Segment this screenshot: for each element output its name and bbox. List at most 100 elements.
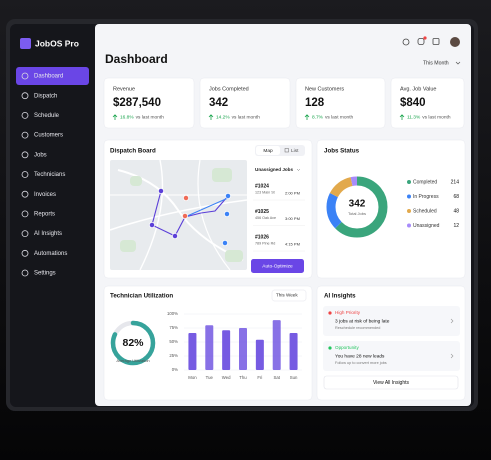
gauge-value: 82%	[122, 337, 144, 349]
legend-dot	[407, 209, 411, 213]
tab-active	[256, 146, 280, 155]
nav-icon	[21, 112, 29, 119]
kpi-label: Revenue	[113, 86, 135, 92]
brand: JobOS Pro	[35, 38, 79, 48]
map-road	[139, 159, 164, 271]
period-pill[interactable]	[271, 289, 307, 302]
period-select[interactable]: This Week	[276, 293, 298, 298]
insight-tag: Opportunity	[335, 345, 359, 350]
change-value: 11.3%	[407, 115, 421, 121]
nav-item[interactable]: Technicians	[34, 172, 65, 178]
page-title: Dashboard	[105, 52, 168, 66]
tab[interactable]: List	[291, 148, 299, 154]
kpi-card	[390, 77, 465, 129]
map-pin[interactable]	[183, 195, 189, 201]
gauge-label: Average Utilization	[116, 358, 149, 363]
legend-value: 68	[453, 194, 459, 200]
gauge-arc	[110, 320, 156, 366]
nav-item[interactable]: Reports	[34, 211, 55, 217]
nav-icon	[21, 92, 29, 100]
nav-item[interactable]: AI Insights	[34, 231, 62, 237]
change-value: 8.7%	[312, 115, 324, 121]
y-tick-label: 100%	[167, 311, 178, 316]
kpi-card	[295, 77, 386, 129]
x-tick-label: Thu	[239, 375, 247, 380]
tab[interactable]: Map	[263, 148, 273, 154]
kpi-value: 342	[209, 97, 228, 109]
button[interactable]	[251, 259, 304, 273]
map-pin[interactable]	[182, 213, 188, 219]
insight-item[interactable]	[323, 306, 460, 336]
nav-icon	[21, 72, 29, 80]
change-note: vs last month	[325, 115, 354, 121]
kpi-label: Jobs Completed	[209, 86, 249, 92]
nav-item[interactable]: Dispatch	[34, 93, 57, 99]
map-pin[interactable]	[225, 193, 231, 199]
insight-dot	[328, 346, 332, 350]
period-select[interactable]: This Month	[423, 60, 449, 66]
nav-item[interactable]: Invoices	[34, 192, 56, 198]
legend-dot	[407, 223, 411, 228]
kpi-label: Avg. Job Value	[400, 86, 437, 92]
y-tick-label: 0%	[172, 367, 178, 372]
change-value: 14.2%	[216, 115, 230, 121]
list-icon	[284, 148, 289, 153]
job-id[interactable]: #1025	[255, 209, 269, 215]
map-pin[interactable]	[172, 233, 178, 239]
x-tick-label: Sat	[273, 375, 280, 380]
map-pin[interactable]	[158, 188, 164, 194]
job-id[interactable]: #1024	[255, 183, 269, 189]
bell-icon[interactable]	[417, 38, 425, 45]
x-tick-label: Wed	[222, 375, 231, 380]
nav-item[interactable]: Automations	[34, 251, 67, 257]
map-pin[interactable]	[224, 211, 230, 217]
x-tick-label: Tue	[206, 375, 214, 380]
x-tick-label: Sun	[290, 375, 298, 380]
insight-sub: Reschedule recommended	[335, 326, 380, 330]
nav-item[interactable]: Jobs	[34, 152, 47, 158]
nav-item[interactable]: Schedule	[34, 113, 60, 119]
button-label[interactable]: View All Insights	[373, 380, 410, 386]
bar	[205, 325, 214, 370]
kpi-value: 128	[305, 97, 325, 109]
up-arrow	[208, 114, 214, 120]
button-label[interactable]: Auto-Optimize	[262, 263, 293, 269]
map-pin[interactable]	[222, 240, 228, 246]
route	[184, 197, 229, 218]
search-icon[interactable]	[402, 38, 410, 46]
nav-active	[16, 67, 89, 85]
kpi-value: $840	[400, 97, 426, 109]
map-park	[130, 176, 142, 186]
up-arrow	[399, 114, 405, 120]
nav-item[interactable]: Dashboard	[34, 74, 63, 80]
job-address: 789 Pine Rd	[255, 241, 275, 245]
map-pin[interactable]	[149, 222, 155, 228]
insight-dot	[328, 311, 332, 315]
job-id[interactable]: #1026	[255, 234, 269, 240]
bar	[239, 328, 247, 370]
nav-item[interactable]: Settings	[34, 271, 56, 277]
legend-label: Scheduled	[413, 208, 437, 214]
logo	[20, 38, 31, 49]
card-title: Dispatch Board	[110, 148, 156, 155]
donut-label: Total Jobs	[348, 211, 366, 216]
legend-label: In Progress	[413, 194, 439, 200]
y-tick-label: 75%	[169, 325, 178, 330]
avatar[interactable]	[450, 37, 460, 47]
job-time: 4:15 PM	[285, 242, 300, 247]
change-note: vs last month	[232, 115, 261, 121]
kpi-label: New Customers	[305, 86, 344, 92]
nav-item[interactable]: Customers	[34, 133, 63, 139]
card-title: AI Insights	[324, 293, 356, 300]
x-tick-label: Fri	[257, 375, 262, 380]
y-tick-label: 50%	[169, 339, 178, 344]
card-title: Jobs Status	[324, 148, 360, 155]
inbox-icon[interactable]	[432, 38, 440, 45]
insight-item[interactable]	[323, 341, 460, 371]
nav-icon	[21, 131, 29, 139]
button[interactable]	[323, 375, 459, 390]
bar	[289, 333, 298, 370]
notification-dot	[423, 36, 427, 40]
